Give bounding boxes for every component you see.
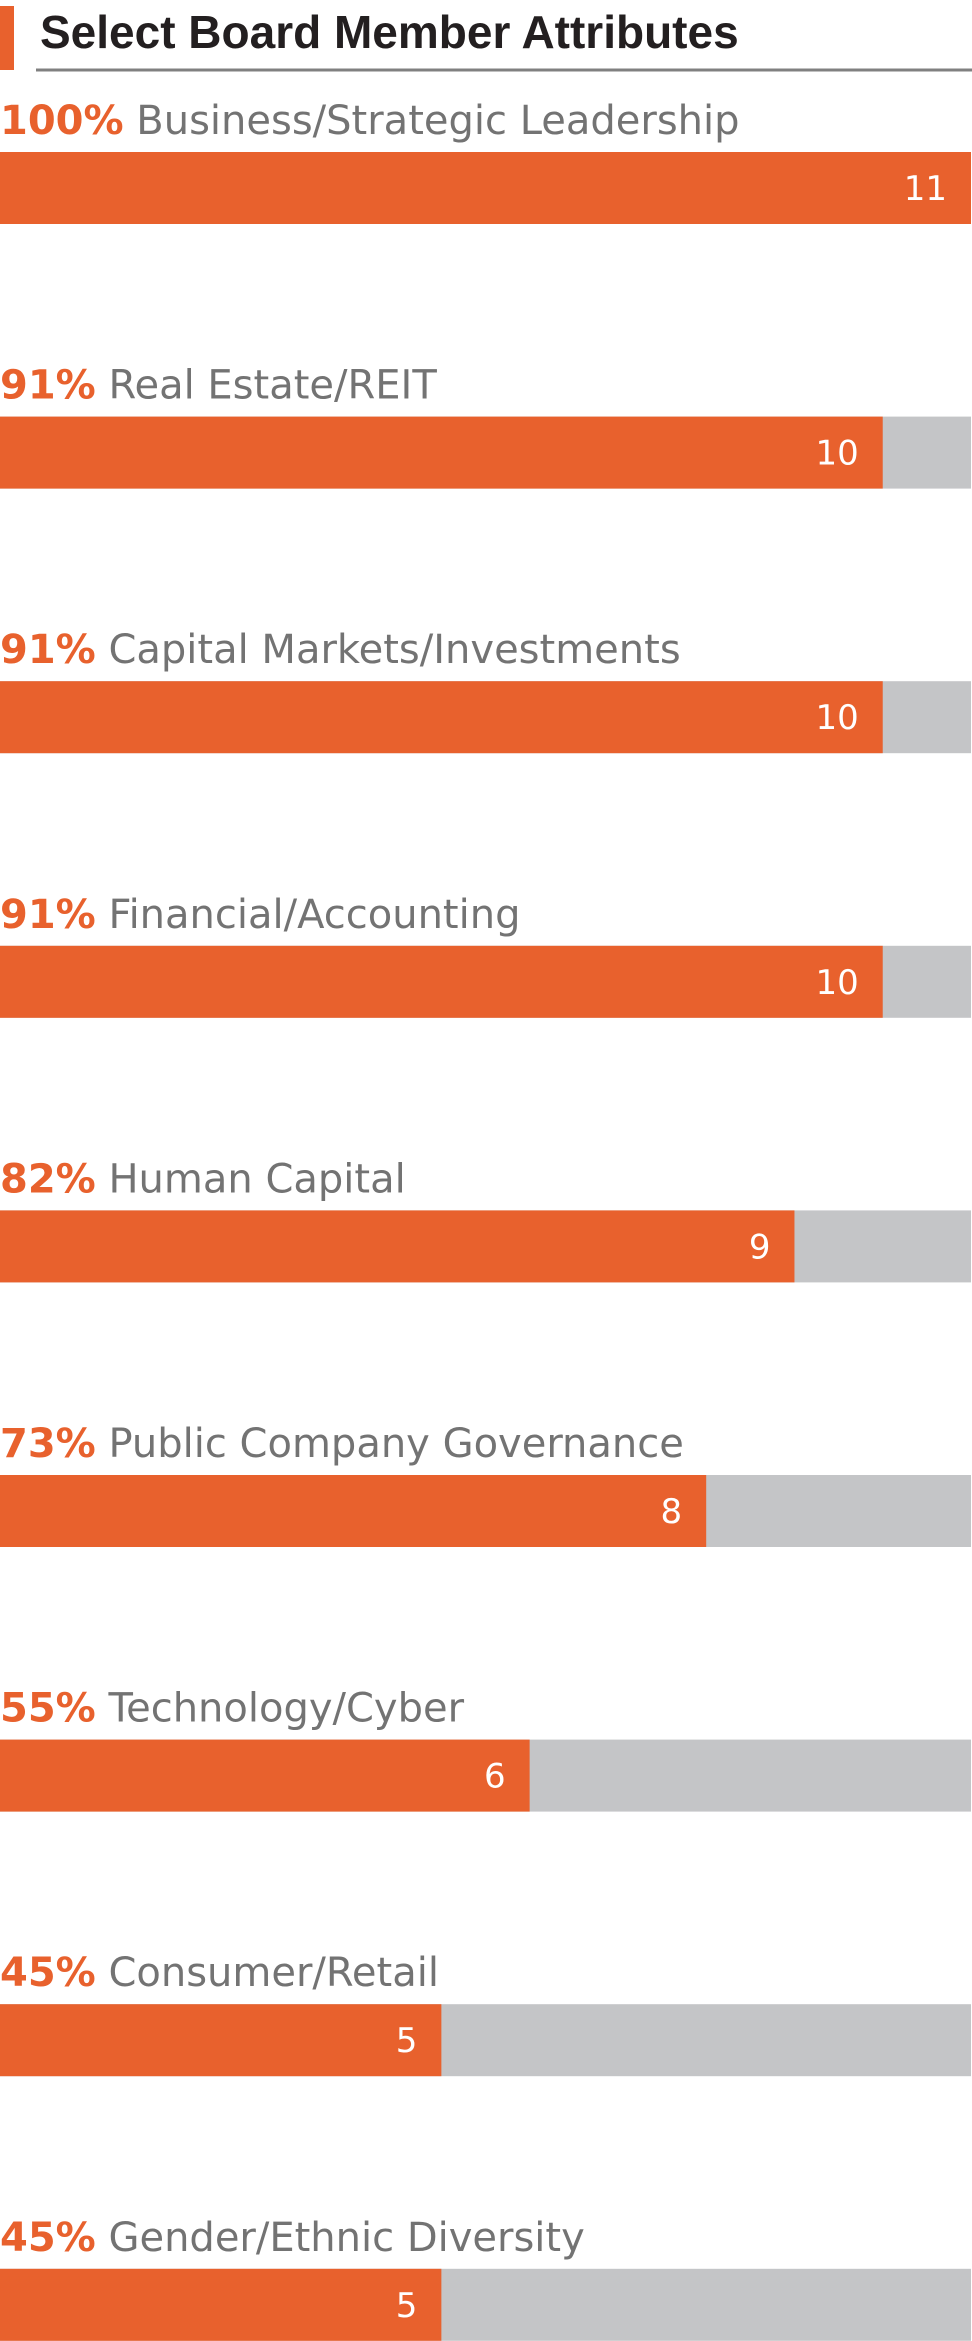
percent-label: 55% bbox=[0, 1686, 96, 1732]
category-name: Consumer/Retail bbox=[96, 1950, 439, 1996]
bar bbox=[0, 152, 971, 224]
percent-label: 91% bbox=[0, 627, 96, 673]
bar bbox=[0, 2004, 442, 2077]
chart-title: Select Board Member Attributes bbox=[40, 6, 739, 58]
bar bbox=[0, 945, 883, 1018]
bar bbox=[0, 1739, 530, 1812]
category-label: 73% Public Company Governance bbox=[0, 1421, 684, 1467]
category-name: Business/Strategic Leadership bbox=[124, 98, 740, 144]
percent-label: 91% bbox=[0, 363, 96, 409]
bar bbox=[0, 681, 883, 754]
value-label: 8 bbox=[661, 1492, 683, 1532]
title-accent-bar bbox=[0, 6, 14, 70]
category-name: Technology/Cyber bbox=[96, 1686, 465, 1732]
bar bbox=[0, 416, 883, 489]
category-label: 91% Real Estate/REIT bbox=[0, 363, 437, 409]
percent-label: 45% bbox=[0, 1950, 96, 1996]
percent-label: 100% bbox=[0, 98, 124, 144]
category-label: 100% Business/Strategic Leadership bbox=[0, 98, 740, 144]
category-name: Financial/Accounting bbox=[96, 892, 521, 938]
category-label: 45% Consumer/Retail bbox=[0, 1950, 439, 1996]
value-label: 10 bbox=[815, 698, 858, 738]
category-label: 91% Capital Markets/Investments bbox=[0, 627, 681, 673]
category-name: Capital Markets/Investments bbox=[96, 627, 681, 673]
category-label: 45% Gender/Ethnic Diversity bbox=[0, 2215, 585, 2261]
bar bbox=[0, 1210, 795, 1283]
category-name: Gender/Ethnic Diversity bbox=[96, 2215, 585, 2261]
value-label: 11 bbox=[904, 169, 947, 209]
category-label: 91% Financial/Accounting bbox=[0, 892, 520, 938]
category-name: Human Capital bbox=[96, 1156, 406, 1202]
category-label: 55% Technology/Cyber bbox=[0, 1686, 465, 1732]
bar bbox=[0, 2268, 442, 2341]
value-label: 10 bbox=[815, 963, 858, 1003]
category-name: Real Estate/REIT bbox=[96, 363, 438, 409]
percent-label: 73% bbox=[0, 1421, 96, 1467]
value-label: 5 bbox=[396, 2286, 418, 2326]
category-name: Public Company Governance bbox=[96, 1421, 684, 1467]
value-label: 9 bbox=[749, 1227, 771, 1267]
percent-label: 82% bbox=[0, 1156, 96, 1202]
percent-label: 91% bbox=[0, 892, 96, 938]
value-label: 6 bbox=[484, 1757, 506, 1797]
category-label: 82% Human Capital bbox=[0, 1156, 406, 1202]
value-label: 5 bbox=[396, 2021, 418, 2061]
bar bbox=[0, 1475, 707, 1547]
percent-label: 45% bbox=[0, 2215, 96, 2261]
value-label: 10 bbox=[815, 434, 858, 474]
